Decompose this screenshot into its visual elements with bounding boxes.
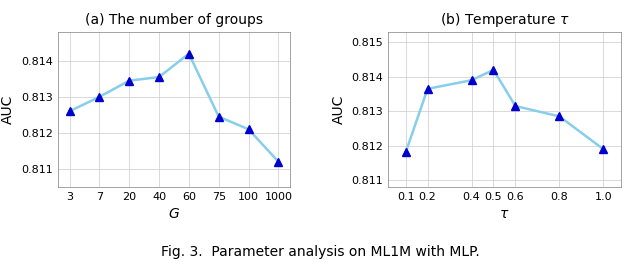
Title: (b) Temperature $\tau$: (b) Temperature $\tau$	[440, 11, 569, 29]
X-axis label: $\tau$: $\tau$	[499, 207, 509, 221]
Y-axis label: AUC: AUC	[1, 95, 15, 124]
Text: Fig. 3.  Parameter analysis on ML1M with MLP.: Fig. 3. Parameter analysis on ML1M with …	[161, 245, 479, 259]
Y-axis label: AUC: AUC	[332, 95, 346, 124]
X-axis label: $G$: $G$	[168, 207, 180, 221]
Title: (a) The number of groups: (a) The number of groups	[85, 13, 263, 27]
